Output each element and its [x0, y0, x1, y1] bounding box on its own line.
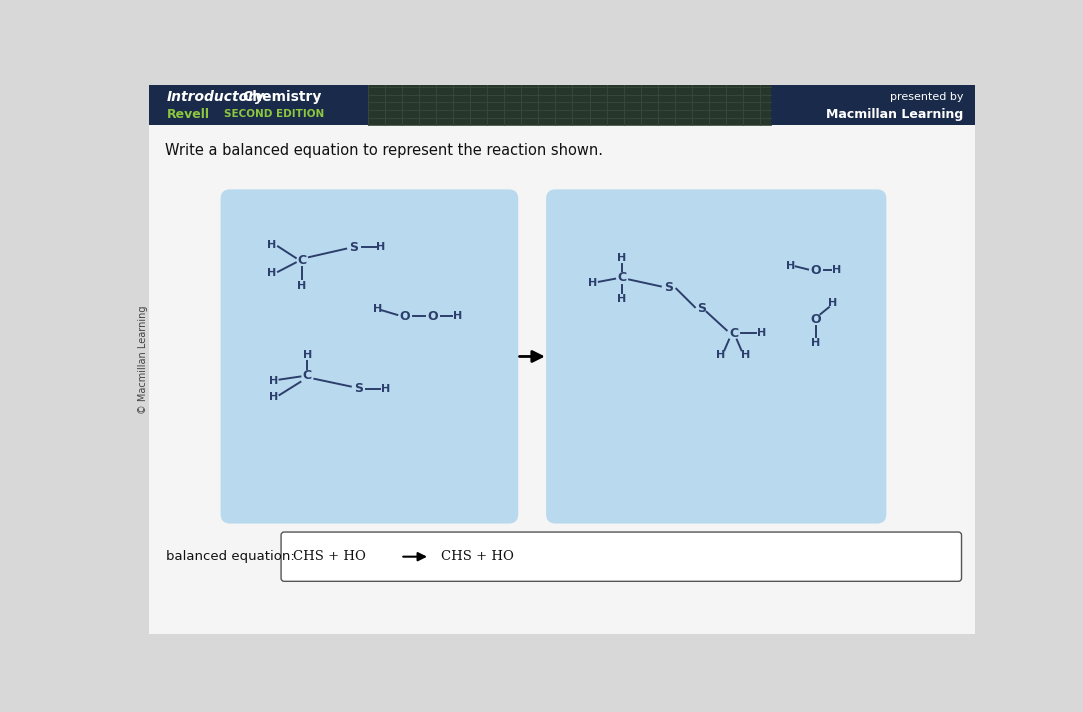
Text: Revell: Revell: [167, 108, 209, 121]
FancyBboxPatch shape: [221, 189, 519, 523]
Text: H: H: [453, 311, 462, 321]
Text: Introductory: Introductory: [167, 90, 264, 104]
Text: H: H: [785, 261, 795, 271]
Text: O: O: [810, 263, 821, 277]
Text: H: H: [303, 350, 312, 360]
Text: H: H: [811, 337, 821, 347]
Text: C: C: [298, 253, 306, 267]
Text: H: H: [742, 350, 751, 360]
Text: H: H: [269, 376, 278, 386]
Text: H: H: [373, 304, 382, 314]
Text: H: H: [716, 350, 726, 360]
FancyBboxPatch shape: [149, 85, 975, 634]
Text: O: O: [400, 310, 410, 323]
Text: CHS + HO: CHS + HO: [293, 550, 366, 563]
Text: S: S: [696, 302, 706, 315]
Text: H: H: [757, 328, 766, 338]
Text: balanced equation:: balanced equation:: [167, 550, 296, 563]
Text: Chemistry: Chemistry: [243, 90, 322, 104]
Text: H: H: [377, 242, 386, 252]
Text: Macmillan Learning: Macmillan Learning: [826, 108, 963, 121]
Text: Write a balanced equation to represent the reaction shown.: Write a balanced equation to represent t…: [165, 143, 603, 158]
Text: H: H: [381, 384, 390, 394]
Text: C: C: [617, 271, 627, 284]
Text: H: H: [268, 240, 276, 250]
FancyBboxPatch shape: [546, 189, 886, 523]
Text: CHS + HO: CHS + HO: [441, 550, 513, 563]
FancyBboxPatch shape: [282, 532, 962, 581]
Text: S: S: [350, 241, 358, 253]
Text: H: H: [298, 281, 306, 290]
Text: H: H: [832, 266, 841, 276]
Text: H: H: [617, 253, 627, 263]
Text: S: S: [664, 281, 673, 293]
Text: SECOND EDITION: SECOND EDITION: [224, 109, 325, 120]
Text: O: O: [810, 313, 821, 326]
Text: O: O: [428, 310, 439, 323]
Text: C: C: [303, 370, 312, 382]
Text: C: C: [729, 327, 739, 340]
Text: H: H: [269, 392, 278, 402]
Text: H: H: [828, 298, 837, 308]
FancyBboxPatch shape: [368, 85, 771, 125]
Text: H: H: [268, 268, 276, 278]
Text: H: H: [617, 294, 627, 304]
Text: H: H: [588, 278, 597, 288]
Text: © Macmillan Learning: © Macmillan Learning: [139, 305, 148, 414]
Text: presented by: presented by: [889, 92, 963, 102]
FancyBboxPatch shape: [149, 85, 975, 125]
Text: S: S: [354, 382, 363, 395]
